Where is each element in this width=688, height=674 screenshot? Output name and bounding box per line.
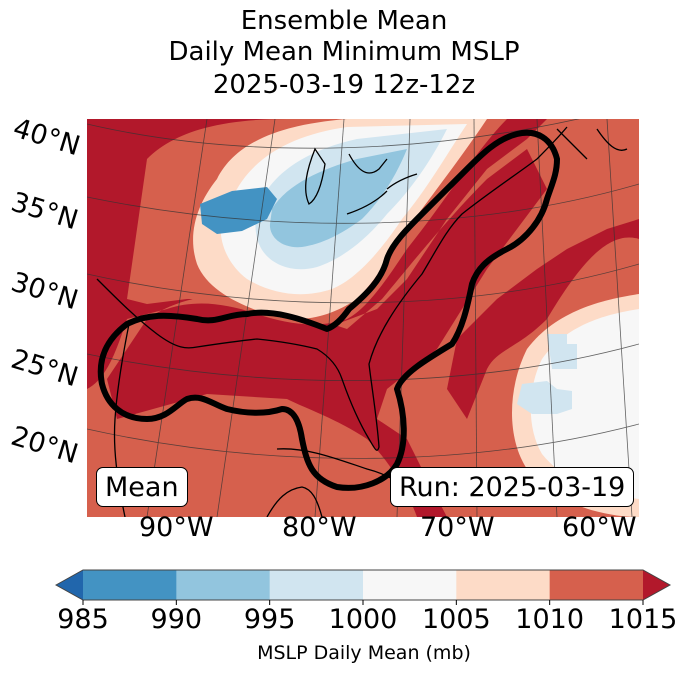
lat-label-25n: 25°N — [7, 343, 82, 394]
colorbar — [54, 569, 672, 605]
lon-label-60w: 60°W — [562, 512, 637, 543]
lon-label-70w: 70°W — [420, 512, 495, 543]
coast-yucatan — [266, 486, 323, 517]
colorbar-extend-high — [643, 570, 670, 600]
title-line-2: Daily Mean Minimum MSLP — [168, 37, 520, 67]
meridian-70w — [473, 119, 478, 517]
meridian-85w — [216, 119, 276, 517]
colorbar-tick-label-985: 985 — [57, 604, 109, 635]
lon-label-90w: 90°W — [139, 512, 214, 543]
colorbar-extend-low — [56, 570, 83, 600]
mslp-map — [87, 119, 639, 517]
run-date-box: Run: 2025-03-19 — [390, 467, 635, 507]
meridian-65w — [536, 119, 558, 517]
coastlines — [96, 126, 628, 517]
colorbar-segment-1010 — [549, 570, 644, 600]
parallel-40n — [87, 119, 580, 149]
mean-label-box: Mean — [96, 467, 188, 507]
colorbar-tick-label-1005: 1005 — [421, 604, 491, 635]
coast-maritimes — [556, 128, 628, 160]
colorbar-segment-990 — [176, 570, 271, 600]
great-lakes-ontario — [386, 173, 418, 190]
colorbar-tick-label-1015: 1015 — [608, 604, 678, 635]
colorbar-label: MSLP Daily Mean (mb) — [257, 642, 471, 664]
field-995-atl-2 — [517, 381, 572, 414]
colorbar-tick-label-995: 995 — [243, 604, 296, 635]
parallel-20n — [87, 423, 639, 459]
coast-gulf — [96, 126, 568, 451]
lon-label-80w: 80°W — [282, 512, 357, 543]
colorbar-segment-1000 — [363, 570, 457, 600]
parallel-30n — [87, 263, 639, 304]
colorbar-tick-label-990: 990 — [150, 604, 203, 635]
colorbar-segment-985 — [83, 570, 177, 600]
mslp-contour-1015 — [97, 129, 560, 491]
field-985-core — [200, 187, 277, 234]
meridian-60w — [606, 119, 633, 517]
parallel-35n — [87, 183, 639, 224]
lat-label-35n: 35°N — [7, 186, 82, 237]
lat-label-30n: 30°N — [7, 266, 82, 317]
great-lakes-michigan — [305, 147, 326, 205]
colorbar-segment-995 — [269, 570, 364, 600]
colorbar-tick-label-1010: 1010 — [515, 604, 585, 635]
title-line-3: 2025-03-19 12z-12z — [212, 70, 476, 100]
parallel-25n — [87, 343, 639, 381]
graticule — [87, 119, 639, 517]
lat-label-20n: 20°N — [7, 420, 82, 471]
title-line-1: Ensemble Mean — [240, 6, 448, 36]
colorbar-tick-label-1000: 1000 — [328, 604, 398, 635]
lat-label-40n: 40°N — [9, 112, 84, 163]
colorbar-segment-1005 — [456, 570, 551, 600]
great-lakes-huron-erie — [346, 153, 388, 215]
meridian-80w — [314, 119, 345, 517]
